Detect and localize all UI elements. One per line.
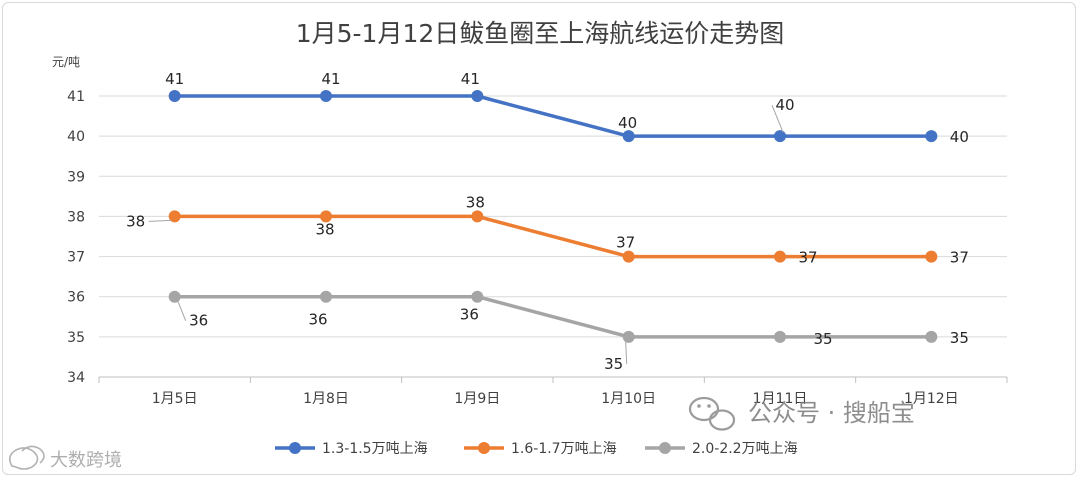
wechat-icon	[688, 396, 736, 431]
series-1-point	[925, 130, 938, 143]
y-tick-label: 37	[67, 250, 85, 266]
x-tick-label: 1月11日	[753, 391, 808, 407]
series-3-point	[622, 330, 635, 343]
series-line-3	[172, 294, 934, 339]
series-1-point	[622, 130, 635, 143]
y-tick-label: 39	[67, 169, 85, 185]
x-tick-label: 1月10日	[601, 391, 656, 407]
y-tick-label: 40	[67, 129, 85, 145]
legend-swatch-marker	[659, 442, 671, 454]
data-label: 40	[950, 128, 969, 146]
data-label: 36	[308, 311, 327, 329]
series-group	[168, 90, 938, 343]
series-1-point	[320, 90, 332, 102]
data-label: 38	[126, 212, 145, 230]
y-tick-label: 35	[67, 330, 85, 346]
series-line-2	[172, 214, 934, 259]
data-label-leader	[148, 219, 172, 222]
legend-swatch-marker	[478, 442, 490, 454]
corner-watermark-text: 大数跨境	[50, 450, 122, 471]
series-3-point	[168, 290, 181, 303]
series-1-point	[471, 90, 484, 102]
y-tick-label: 41	[67, 89, 85, 105]
data-label: 35	[950, 329, 969, 347]
series-1-point	[168, 90, 181, 102]
series-3-point	[471, 290, 484, 303]
y-tick-label: 34	[67, 370, 85, 386]
data-label-leader	[625, 340, 628, 364]
series-3-point	[320, 290, 332, 303]
x-tick-label: 1月8日	[303, 391, 349, 407]
chart-title: 1月5-1月12日鲅鱼圈至上海航线运价走势图	[296, 19, 785, 48]
legend[interactable]: 1.3-1.5万吨上海 1.6-1.7万吨上海 2.0-2.2万吨上海	[275, 441, 798, 457]
y-axis-ticks: 34 35 36 37 38 39 40 41	[67, 89, 85, 386]
series-2-point	[622, 250, 635, 263]
data-label: 35	[813, 330, 832, 348]
y-tick-label: 38	[67, 209, 85, 225]
series-2-point	[168, 210, 181, 223]
x-tick-label: 1月9日	[454, 391, 500, 407]
x-axis: 1月5日 1月8日 1月9日 1月10日 1月11日 1月12日	[98, 377, 1008, 407]
series-2-point	[320, 210, 332, 223]
x-tick-label: 1月12日	[904, 391, 959, 407]
data-label-leader	[771, 104, 784, 133]
series-1-point	[774, 130, 786, 143]
data-label: 37	[950, 249, 969, 267]
series-3-point	[774, 330, 786, 343]
series-2-point	[471, 210, 484, 223]
legend-entry-label: 1.6-1.7万吨上海	[511, 441, 617, 457]
data-label: 36	[460, 306, 479, 324]
data-label: 41	[461, 70, 480, 88]
data-label: 40	[775, 96, 794, 114]
legend-entry-label: 1.3-1.5万吨上海	[322, 441, 428, 457]
data-label: 40	[618, 114, 637, 132]
bubble-icon	[8, 445, 45, 470]
series-2-point	[774, 250, 786, 263]
y-axis-unit: 元/吨	[52, 55, 80, 69]
series-line-1	[172, 94, 934, 138]
y-tick-label: 36	[67, 290, 85, 306]
data-labels: 41 41 41 40 40 40 38 38 38 37 37 37 36 36 36 35 35 35	[126, 70, 969, 373]
legend-swatch-marker	[289, 442, 301, 454]
legend-entry-label: 2.0-2.2万吨上海	[692, 441, 798, 457]
x-tick-label: 1月5日	[152, 391, 198, 407]
data-label: 38	[466, 193, 485, 211]
series-2-point	[925, 250, 938, 263]
data-label: 37	[798, 249, 817, 267]
data-label: 36	[189, 312, 208, 330]
brand-watermark: 公众号 · 搜船宝	[688, 396, 915, 431]
data-label-leader	[177, 300, 187, 321]
data-label: 35	[604, 355, 623, 373]
data-label: 41	[321, 70, 340, 88]
data-label: 41	[165, 70, 184, 88]
brand-watermark-text: 公众号 · 搜船宝	[748, 399, 915, 427]
data-label: 38	[315, 220, 334, 238]
corner-watermark: 大数跨境	[8, 445, 122, 471]
data-label: 37	[616, 234, 635, 252]
series-3-point	[925, 330, 938, 343]
